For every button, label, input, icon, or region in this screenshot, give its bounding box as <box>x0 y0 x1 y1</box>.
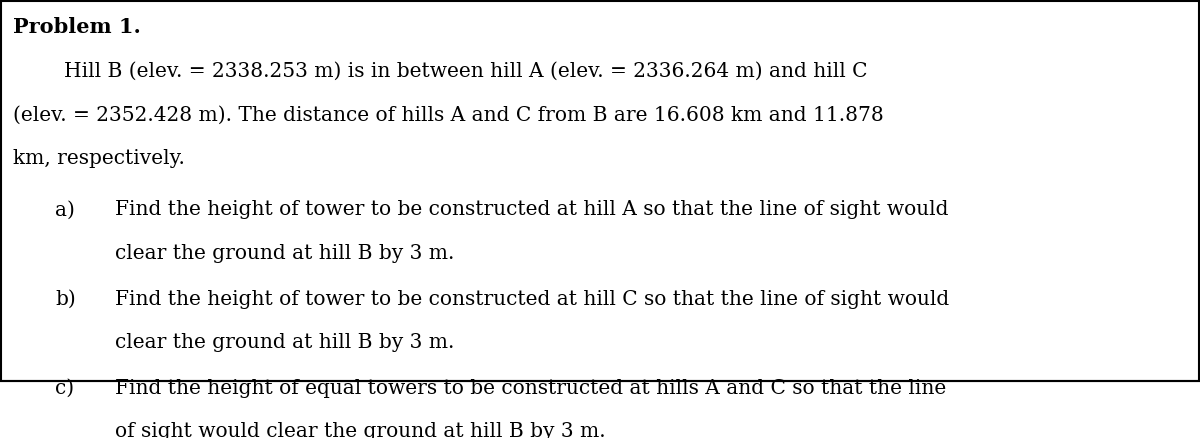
Text: (elev. = 2352.428 m). The distance of hills A and C from B are 16.608 km and 11.: (elev. = 2352.428 m). The distance of hi… <box>13 106 884 125</box>
Text: c): c) <box>55 378 74 398</box>
Text: b): b) <box>55 290 76 308</box>
Text: Find the height of tower to be constructed at hill C so that the line of sight w: Find the height of tower to be construct… <box>115 290 949 308</box>
Text: a): a) <box>55 201 76 219</box>
Text: clear the ground at hill B by 3 m.: clear the ground at hill B by 3 m. <box>115 333 455 352</box>
Text: Problem 1.: Problem 1. <box>13 17 142 36</box>
FancyBboxPatch shape <box>1 1 1199 381</box>
Text: Find the height of equal towers to be constructed at hills A and C so that the l: Find the height of equal towers to be co… <box>115 378 947 398</box>
Text: of sight would clear the ground at hill B by 3 m.: of sight would clear the ground at hill … <box>115 422 606 438</box>
Text: Hill B (elev. = 2338.253 m) is in between hill A (elev. = 2336.264 m) and hill C: Hill B (elev. = 2338.253 m) is in betwee… <box>13 62 868 81</box>
Text: km, respectively.: km, respectively. <box>13 149 185 168</box>
Text: clear the ground at hill B by 3 m.: clear the ground at hill B by 3 m. <box>115 244 455 263</box>
Text: Find the height of tower to be constructed at hill A so that the line of sight w: Find the height of tower to be construct… <box>115 201 949 219</box>
